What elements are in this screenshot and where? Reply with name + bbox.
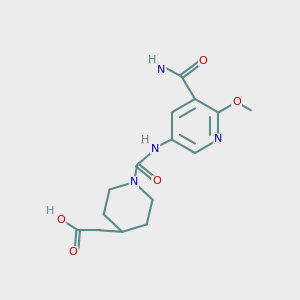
Text: N: N: [214, 134, 223, 145]
Text: H: H: [141, 135, 150, 145]
Text: O: O: [69, 247, 77, 257]
Text: H: H: [46, 206, 55, 216]
Text: N: N: [130, 177, 138, 187]
Text: H: H: [148, 55, 157, 65]
Text: O: O: [152, 176, 161, 187]
Text: O: O: [232, 97, 241, 107]
Text: O: O: [199, 56, 208, 66]
Text: N: N: [157, 65, 166, 75]
Text: O: O: [57, 215, 65, 225]
Text: N: N: [151, 143, 159, 154]
